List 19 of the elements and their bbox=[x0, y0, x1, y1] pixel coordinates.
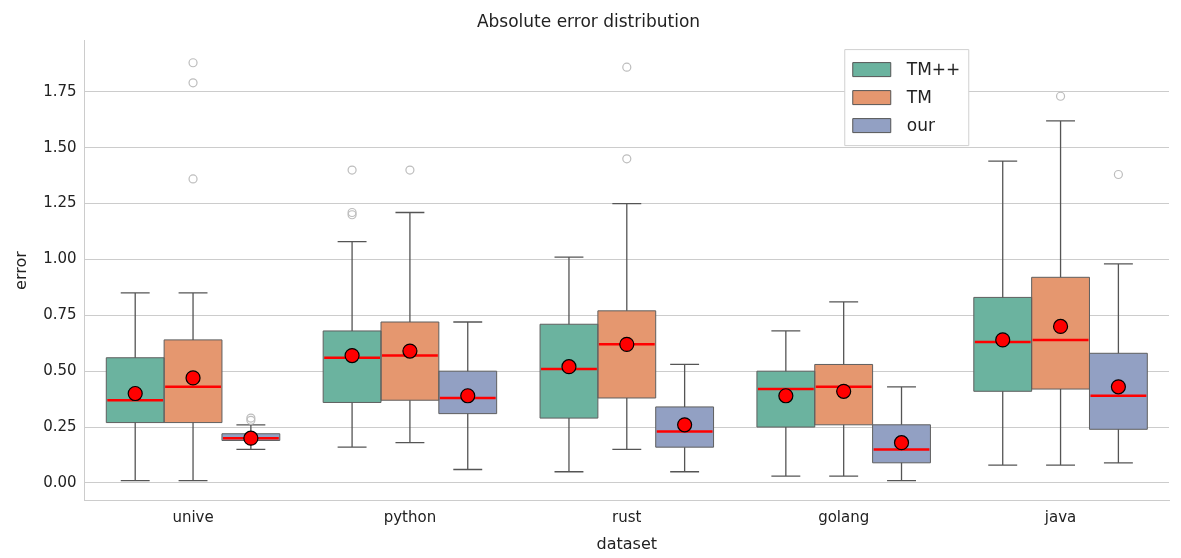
y-tick-label: 1.75 bbox=[43, 81, 77, 100]
y-tick-label: 0.00 bbox=[43, 472, 77, 491]
legend-label: TM++ bbox=[905, 59, 961, 80]
y-tick-label: 1.25 bbox=[43, 193, 77, 212]
x-tick-label: python bbox=[383, 507, 437, 526]
y-tick-label: 0.50 bbox=[43, 361, 77, 380]
x-tick-label: java bbox=[1043, 507, 1077, 526]
x-tick-label: unive bbox=[172, 507, 214, 526]
y-tick-label: 1.00 bbox=[43, 249, 77, 268]
legend-label: our bbox=[906, 115, 935, 136]
legend-label: TM bbox=[905, 87, 932, 108]
y-tick-label: 0.75 bbox=[43, 305, 77, 324]
y-axis-title: error bbox=[10, 250, 30, 290]
y-tick-label: 0.25 bbox=[43, 416, 77, 435]
chart-title: Absolute error distribution bbox=[476, 10, 701, 31]
y-tick-label: 1.50 bbox=[43, 137, 77, 156]
x-tick-label: golang bbox=[818, 507, 870, 526]
x-axis-title: dataset bbox=[596, 533, 658, 553]
x-tick-label: rust bbox=[612, 507, 642, 526]
